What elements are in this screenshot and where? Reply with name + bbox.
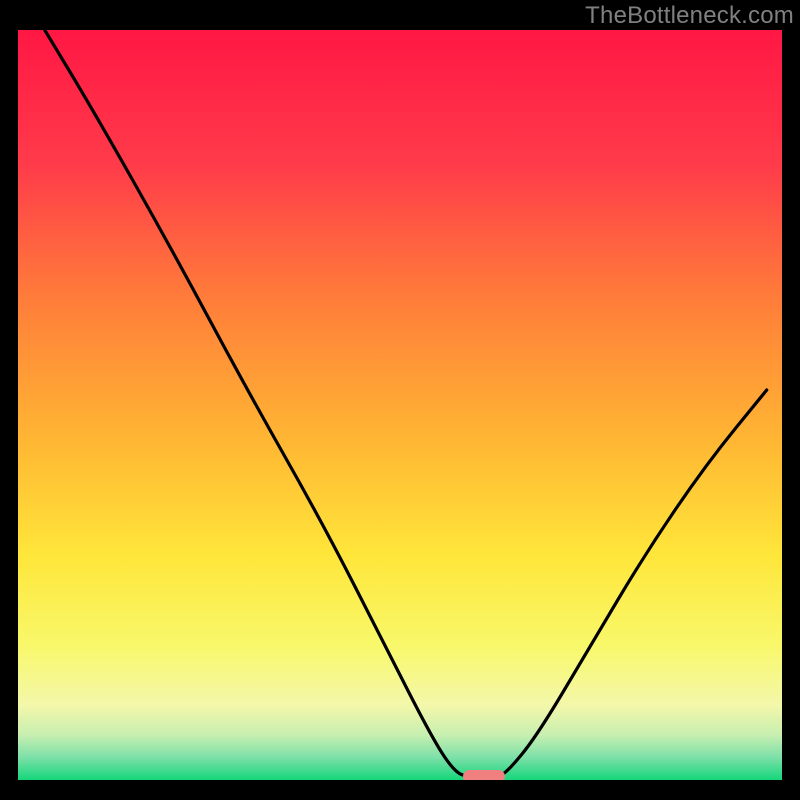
plot-area bbox=[18, 30, 782, 780]
chart-frame: TheBottleneck.com bbox=[0, 0, 800, 800]
watermark-text: TheBottleneck.com bbox=[585, 2, 794, 30]
optimal-point-marker bbox=[463, 770, 505, 781]
bottleneck-curve bbox=[18, 30, 782, 780]
